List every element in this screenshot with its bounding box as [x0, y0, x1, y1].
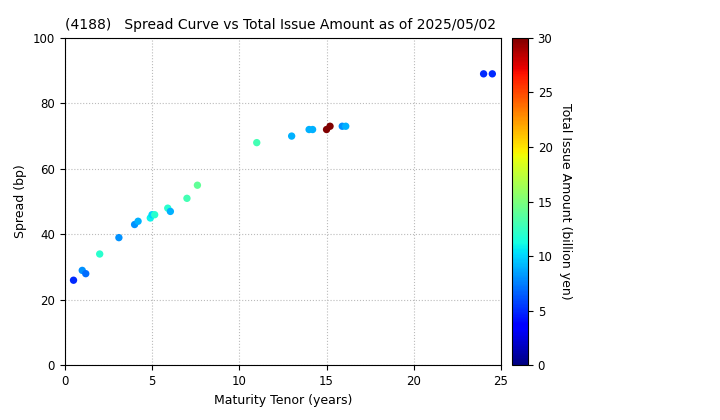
Point — [324, 123, 336, 130]
Point — [340, 123, 351, 130]
Point — [321, 126, 333, 133]
Point — [145, 215, 156, 221]
Point — [478, 71, 490, 77]
Point — [129, 221, 140, 228]
Point — [113, 234, 125, 241]
Point — [76, 267, 88, 274]
Point — [286, 133, 297, 139]
X-axis label: Maturity Tenor (years): Maturity Tenor (years) — [214, 394, 352, 407]
Point — [251, 139, 263, 146]
Point — [80, 270, 91, 277]
Point — [181, 195, 193, 202]
Point — [149, 211, 161, 218]
Point — [162, 205, 174, 212]
Text: (4188)   Spread Curve vs Total Issue Amount as of 2025/05/02: (4188) Spread Curve vs Total Issue Amoun… — [65, 18, 496, 32]
Y-axis label: Spread (bp): Spread (bp) — [14, 165, 27, 239]
Point — [68, 277, 79, 284]
Y-axis label: Total Issue Amount (billion yen): Total Issue Amount (billion yen) — [559, 103, 572, 300]
Point — [132, 218, 144, 225]
Point — [192, 182, 203, 189]
Point — [336, 123, 348, 130]
Point — [487, 71, 498, 77]
Point — [94, 251, 105, 257]
Point — [146, 211, 158, 218]
Point — [165, 208, 176, 215]
Point — [307, 126, 318, 133]
Point — [303, 126, 315, 133]
